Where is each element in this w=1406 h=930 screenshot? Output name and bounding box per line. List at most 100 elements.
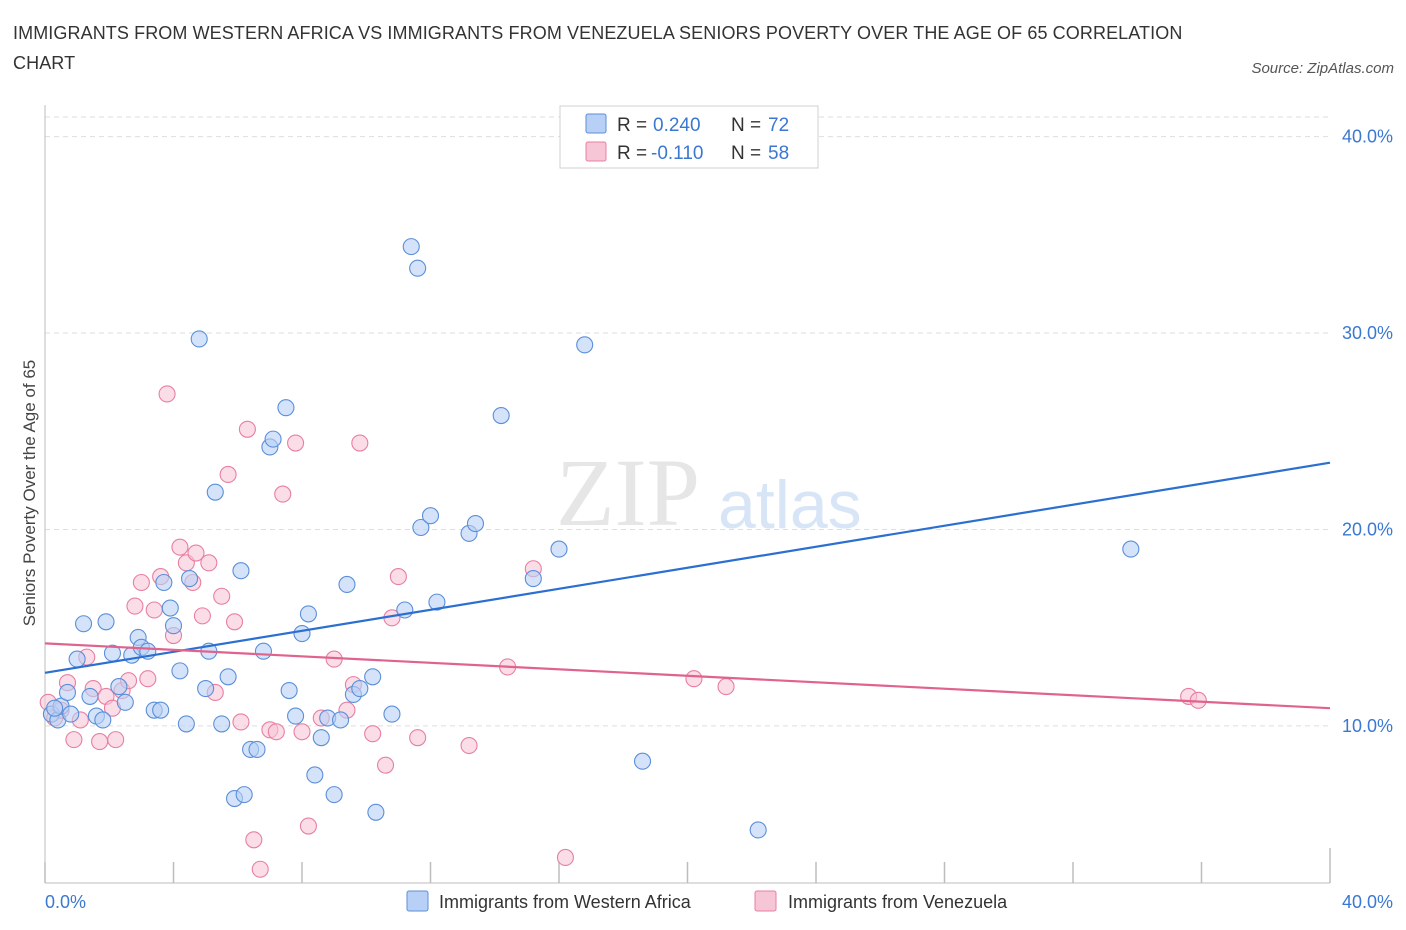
point-venezuela [65,731,83,749]
point-venezuela [219,465,237,484]
y-tick-label: 30.0% [1342,323,1393,343]
point-venezuela [364,725,382,743]
point-western-africa [81,687,99,705]
point-venezuela [376,756,395,774]
point-western-africa [181,570,199,588]
watermark-atlas: atlas [718,467,862,543]
chart-source: Source: ZipAtlas.com [1251,60,1394,77]
point-western-africa [94,711,112,729]
point-western-africa [293,625,311,643]
point-venezuela [132,573,150,592]
point-venezuela [556,848,574,867]
point-venezuela [685,670,703,688]
point-western-africa [213,715,231,733]
axes: 10.0% 20.0% 30.0% 40.0% 0.0% 40.0% [44,105,1393,912]
point-western-africa [299,605,317,623]
y-axis-title: Seniors Poverty Over the Age of 65 [20,360,39,626]
point-western-africa [164,617,183,635]
point-western-africa [190,330,208,348]
stats-n-value-2: 58 [768,143,789,164]
point-western-africa [402,238,420,256]
trend-lines [44,461,1331,710]
point-western-africa [110,678,128,696]
point-venezuela [299,817,317,835]
point-western-africa [219,668,237,686]
trend-line-venezuela [44,642,1331,710]
point-venezuela [238,420,256,438]
point-venezuela [158,385,176,403]
point-western-africa [421,507,440,525]
point-western-africa [312,729,330,747]
point-western-africa [97,613,115,631]
x-tick-label: 40.0% [1342,892,1393,912]
point-western-africa [409,259,427,277]
point-western-africa [75,615,93,633]
legend-swatch-western-africa [406,890,429,912]
point-western-africa [197,680,215,698]
point-western-africa [254,642,273,660]
point-western-africa [412,518,430,537]
point-venezuela [91,733,109,751]
point-western-africa [46,699,64,717]
y-tick-label: 40.0% [1342,127,1393,147]
legend-label-venezuela: Immigrants from Venezuela [788,892,1008,912]
point-venezuela [232,713,250,731]
point-western-africa [235,786,253,804]
point-venezuela [193,607,211,625]
point-venezuela [409,729,427,747]
stats-r-value-1: 0.240 [653,115,701,136]
point-western-africa [177,715,195,733]
point-western-africa [171,662,189,680]
point-venezuela [251,860,269,878]
series-legend: Immigrants from Western Africa Immigrant… [406,890,1008,912]
point-western-africa [280,681,298,700]
point-western-africa [232,562,250,580]
point-western-africa [248,740,266,758]
point-western-africa [287,707,305,725]
point-western-africa [277,399,295,417]
y-tick-label: 10.0% [1342,716,1393,736]
point-western-africa [351,680,369,698]
stats-legend: R = 0.240 N = 72 R = -0.110 N = 58 [559,105,819,169]
point-western-africa [428,593,446,611]
point-western-africa [338,575,356,594]
point-venezuela [171,538,189,556]
point-western-africa [367,803,385,821]
point-western-africa [116,693,134,711]
point-venezuela [293,723,311,741]
point-venezuela [389,568,407,586]
point-western-africa [161,599,179,617]
point-venezuela [460,736,478,755]
stats-r-label-1: R = [617,115,647,136]
point-western-africa [633,752,652,770]
point-venezuela [213,587,231,605]
data-points [39,238,1207,878]
point-venezuela [274,485,292,503]
point-venezuela [200,554,218,572]
point-western-africa [155,573,173,592]
chart-title: IMMIGRANTS FROM WESTERN AFRICA VS IMMIGR… [13,23,1183,73]
point-venezuela [717,678,735,696]
stats-r-label-2: R = [617,143,647,164]
point-venezuela [107,731,125,749]
point-western-africa [264,430,282,448]
point-venezuela [187,544,205,562]
x-tick-label: 0.0% [45,892,86,912]
stats-swatch-pink [585,141,607,162]
stats-n-label-2: N = [731,143,761,164]
point-western-africa [383,705,401,723]
point-western-africa [68,650,86,668]
point-venezuela [287,434,305,452]
point-western-africa [325,786,343,804]
point-venezuela [145,601,163,619]
point-venezuela [245,831,263,849]
watermark-zip: ZIP [556,439,700,546]
point-western-africa [1122,540,1140,558]
stats-n-label-1: N = [731,115,761,136]
point-venezuela [126,597,144,615]
point-western-africa [524,570,542,588]
point-western-africa [576,336,594,354]
y-tick-label: 20.0% [1342,519,1393,539]
point-venezuela [351,434,369,452]
